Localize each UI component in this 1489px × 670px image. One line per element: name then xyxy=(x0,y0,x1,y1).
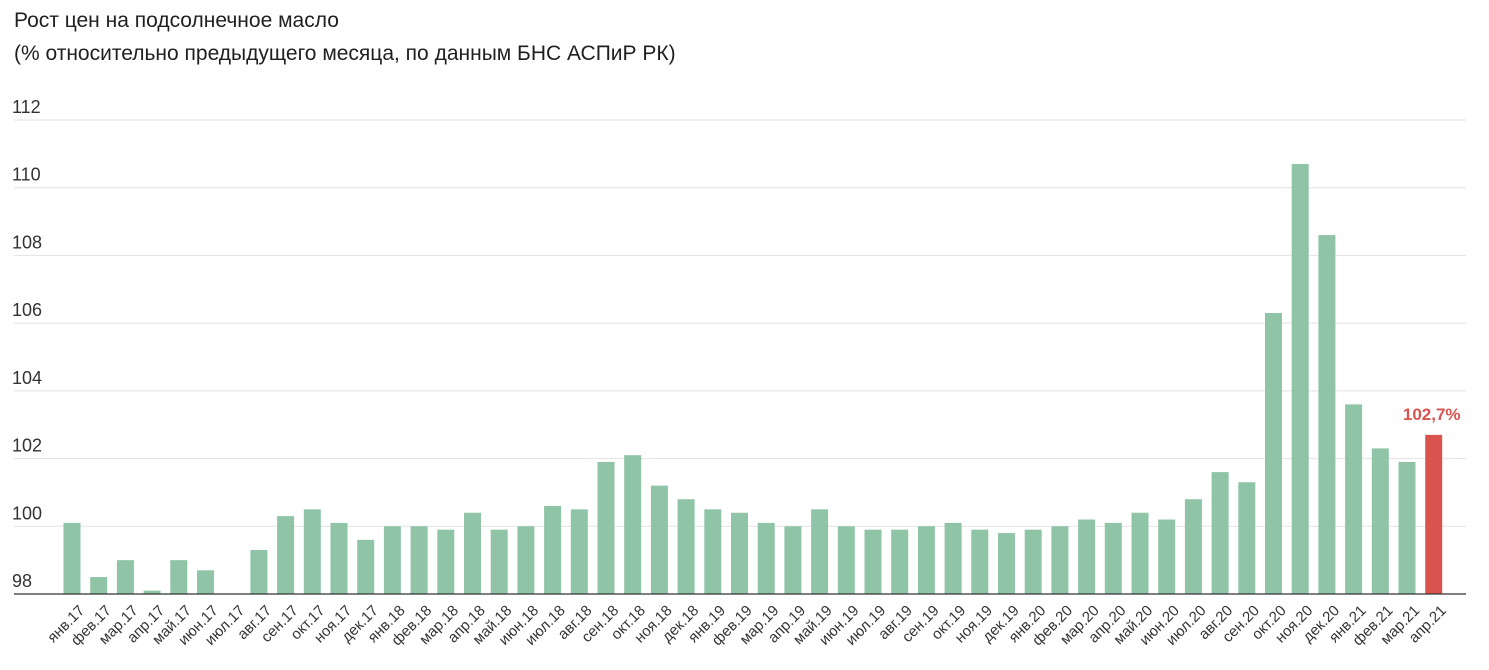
bar xyxy=(1398,461,1416,594)
chart-subtitle: (% относительно предыдущего месяца, по д… xyxy=(14,42,676,65)
bar xyxy=(624,455,642,594)
y-tick-label: 98 xyxy=(12,571,32,591)
bar xyxy=(811,509,829,594)
y-tick-label: 102 xyxy=(12,436,42,456)
bar xyxy=(490,529,508,594)
bar xyxy=(90,577,108,594)
bar xyxy=(170,560,188,594)
chart-title: Рост цен на подсолнечное масло xyxy=(14,9,339,32)
bar xyxy=(1024,529,1042,594)
bar xyxy=(1158,519,1176,594)
y-tick-label: 110 xyxy=(12,165,41,185)
bar xyxy=(837,526,855,594)
bar xyxy=(1078,519,1096,594)
bar xyxy=(383,526,401,594)
highlight-value-label: 102,7% xyxy=(1403,405,1461,424)
bar xyxy=(570,509,588,594)
bar xyxy=(464,512,481,594)
bar xyxy=(677,499,695,594)
bar xyxy=(517,526,535,594)
bar xyxy=(544,505,562,594)
bar xyxy=(410,526,428,594)
bar xyxy=(197,570,214,594)
bar xyxy=(891,529,909,594)
y-tick-label: 108 xyxy=(12,232,42,252)
bar xyxy=(704,509,722,594)
bar xyxy=(437,529,455,594)
y-tick-label: 112 xyxy=(12,97,41,117)
bar xyxy=(1131,512,1149,594)
bar xyxy=(917,526,935,594)
bar xyxy=(597,461,615,594)
bar xyxy=(1265,312,1282,594)
bar xyxy=(1104,522,1122,594)
bar xyxy=(1238,482,1256,594)
bar xyxy=(116,560,134,594)
bar xyxy=(971,529,989,594)
bar xyxy=(1425,434,1443,594)
bar xyxy=(303,509,321,594)
bar xyxy=(757,522,775,594)
bar xyxy=(1318,235,1336,594)
bar xyxy=(1371,448,1389,594)
bar xyxy=(1051,526,1069,594)
bar xyxy=(277,516,295,594)
bar xyxy=(784,526,802,594)
bar xyxy=(864,529,882,594)
bar xyxy=(1184,499,1202,594)
y-tick-label: 100 xyxy=(12,503,42,523)
y-tick-label: 106 xyxy=(12,300,42,320)
bar xyxy=(330,522,348,594)
bar xyxy=(731,512,748,594)
bar xyxy=(357,539,375,594)
bar xyxy=(1211,472,1229,594)
bar xyxy=(944,522,962,594)
bar xyxy=(250,549,268,594)
bar xyxy=(650,485,668,594)
y-tick-label: 104 xyxy=(12,368,42,388)
bar xyxy=(1291,164,1309,594)
bar xyxy=(1345,404,1363,594)
bar xyxy=(63,522,81,594)
bar xyxy=(998,533,1015,594)
bar xyxy=(143,590,161,594)
